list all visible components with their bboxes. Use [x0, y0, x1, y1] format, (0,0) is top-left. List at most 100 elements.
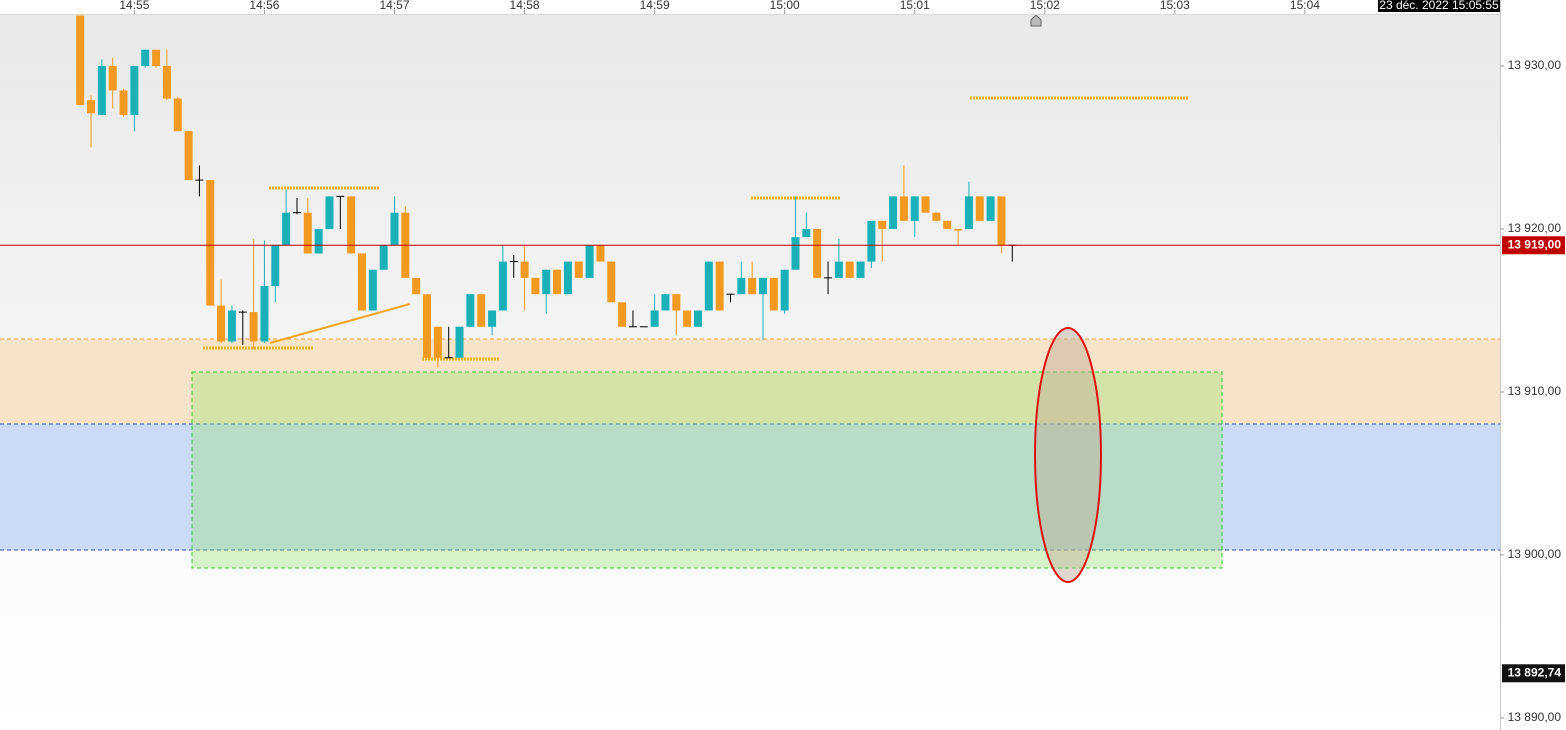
candle-body	[455, 326, 464, 358]
x-tick-label: 14:57	[379, 0, 409, 12]
candle-body	[368, 269, 377, 311]
candle-body	[271, 245, 280, 287]
trend-line	[269, 303, 411, 344]
candle-body	[769, 277, 778, 311]
candle-body	[921, 196, 930, 213]
candle-body	[964, 196, 973, 229]
candle-body	[141, 49, 150, 66]
support-zone	[0, 424, 1500, 550]
candle-body	[76, 15, 85, 106]
resistance-zone	[0, 339, 1500, 424]
candle-body	[542, 269, 551, 295]
candle-body	[672, 294, 681, 311]
candle-body	[227, 310, 236, 342]
candle-body	[97, 65, 106, 115]
candle-body	[607, 261, 616, 303]
candle-body	[759, 277, 768, 295]
candle-body	[433, 326, 442, 358]
candle-body	[314, 228, 323, 254]
candle-body	[780, 269, 789, 311]
candle-body	[856, 261, 865, 278]
candle-body	[889, 196, 898, 229]
marker-icon	[1030, 14, 1042, 27]
candle-body	[488, 310, 497, 327]
candle-body	[520, 261, 529, 278]
x-tick-label: 15:01	[900, 0, 930, 12]
candle-body	[585, 245, 594, 278]
timestamp-box	[1378, 0, 1500, 12]
candle-body	[737, 277, 746, 295]
candle-body	[347, 196, 356, 254]
candle-body	[693, 310, 702, 327]
candle-body	[531, 277, 540, 295]
price-label-box	[1502, 664, 1565, 683]
candle-body	[997, 196, 1006, 246]
candle-body	[412, 277, 421, 295]
candle-body	[899, 196, 908, 221]
candle-body	[683, 310, 692, 327]
candle-body	[954, 228, 963, 231]
x-axis-area	[0, 0, 1500, 14]
y-tick-label: 13 930,00	[1508, 58, 1562, 72]
candle-body	[206, 180, 215, 306]
x-tick-label: 14:59	[640, 0, 670, 12]
candle-body	[423, 294, 432, 358]
candle-body	[282, 212, 291, 246]
y-tick-label: 13 890,00	[1508, 710, 1562, 724]
candle-body	[108, 65, 117, 91]
candle-body	[87, 100, 96, 114]
candles	[76, 15, 1017, 368]
timestamp: 23 déc. 2022 15:05:55	[1379, 0, 1499, 12]
y-tick-label: 13 900,00	[1508, 547, 1562, 561]
candle-body	[986, 196, 995, 221]
candle-body	[910, 196, 919, 221]
price-label: 13 919,00	[1508, 237, 1562, 251]
candle-body	[498, 261, 507, 311]
candle-body	[704, 261, 713, 311]
candle-body	[943, 220, 952, 229]
x-tick-label: 14:55	[119, 0, 149, 12]
candle-body	[834, 261, 843, 278]
candle-body	[932, 212, 941, 221]
candle-body	[878, 220, 887, 229]
candle-body	[184, 131, 193, 181]
target-box	[191, 371, 1223, 569]
candle-body	[802, 228, 811, 238]
x-tick-label: 15:03	[1160, 0, 1190, 12]
candle-body	[748, 277, 757, 295]
y-tick-label: 13 920,00	[1508, 221, 1562, 235]
candle-body	[119, 90, 128, 115]
candle-body	[249, 312, 258, 342]
candle-body	[596, 245, 605, 262]
candle-body	[477, 294, 486, 327]
candle-body	[152, 49, 161, 66]
candle-body	[867, 220, 876, 262]
candle-body	[357, 253, 366, 311]
level-markers	[203, 96, 1188, 361]
x-tick-label: 15:02	[1030, 0, 1060, 12]
highlight-ellipse	[1034, 327, 1102, 583]
price-label-box	[1502, 236, 1565, 255]
candle-body	[325, 196, 334, 229]
candle-body	[975, 196, 984, 221]
candle-body	[303, 212, 312, 254]
candle-body	[130, 65, 139, 115]
candle-body	[715, 261, 724, 311]
candle-body	[563, 261, 572, 295]
candle-body	[845, 261, 854, 278]
candle-body	[217, 305, 226, 342]
candle-body	[574, 261, 583, 278]
candle-body	[661, 294, 670, 311]
y-axis-area	[1500, 0, 1566, 730]
candle-body	[553, 269, 562, 295]
candle-body	[466, 294, 475, 327]
x-tick-label: 15:00	[770, 0, 800, 12]
candle-body	[162, 65, 171, 99]
x-tick-label: 14:56	[249, 0, 279, 12]
candle-body	[813, 228, 822, 278]
candle-body	[618, 302, 627, 327]
candle-body	[791, 237, 800, 270]
price-label: 13 892,74	[1508, 665, 1562, 679]
